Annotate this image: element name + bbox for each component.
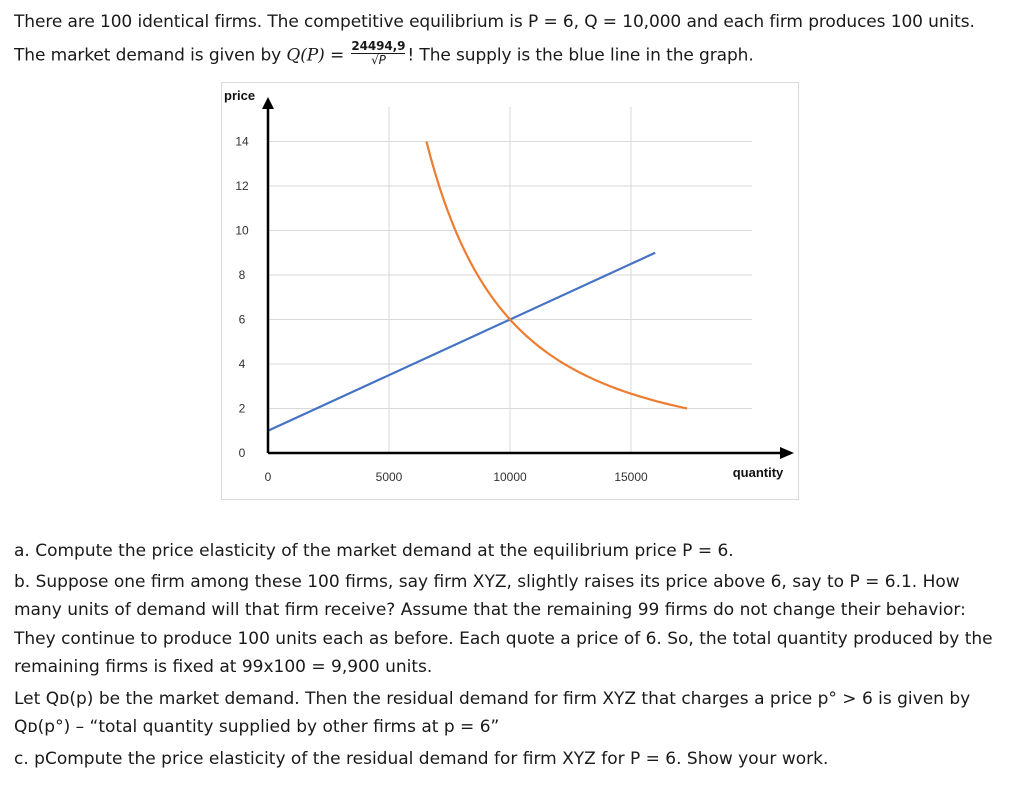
y-tick-label: 8 xyxy=(239,268,246,282)
y-tick-label: 6 xyxy=(239,313,246,327)
x-axis-label: quantity xyxy=(733,465,784,480)
supply-line xyxy=(267,251,656,432)
supply-demand-chart: 0 2 4 6 8 10 12 14 0 5000 10000 15000 price quantity xyxy=(221,82,799,500)
y-axis-label: price xyxy=(224,88,255,103)
y-tick-label: 0 xyxy=(239,446,246,460)
question-b-line-3: They continue to produce 100 units each … xyxy=(14,629,993,649)
y-tick-label: 10 xyxy=(235,224,249,238)
demand-curve xyxy=(425,141,688,410)
intro-line-2-suffix: ! The supply is the blue line in the gra… xyxy=(407,45,754,66)
y-tick-label: 14 xyxy=(235,135,249,149)
demand-formula: Q(P) = xyxy=(286,45,345,66)
question-b-line-2: many units of demand will that firm rece… xyxy=(14,600,966,620)
y-tick-label: 2 xyxy=(239,402,246,416)
y-tick-label: 12 xyxy=(235,179,249,193)
let-line-2: Qᴅ(p°) – “total quantity supplied by oth… xyxy=(14,717,500,737)
intro-line-2: The market demand is given by Q(P) = 244… xyxy=(14,40,754,69)
fraction-denominator: √P xyxy=(351,53,406,67)
x-tick-label: 0 xyxy=(265,470,272,484)
x-tick-label: 5000 xyxy=(376,470,403,484)
fraction-numerator: 24494,9 xyxy=(351,39,406,53)
x-tick-label: 10000 xyxy=(493,470,527,484)
question-c: c. pCompute the price elasticity of the … xyxy=(14,749,829,769)
demand-fraction: 24494,9 √P xyxy=(351,40,405,67)
intro-line-1: There are 100 identical firms. The compe… xyxy=(14,12,975,32)
y-axis-arrow xyxy=(262,97,274,109)
question-a: a. Compute the price elasticity of the m… xyxy=(14,541,734,561)
intro-line-2-prefix: The market demand is given by xyxy=(14,45,287,66)
y-tick-label: 4 xyxy=(239,357,246,371)
x-axis-arrow xyxy=(780,447,794,459)
x-tick-label: 15000 xyxy=(614,470,648,484)
question-b-line-1: b. Suppose one firm among these 100 firm… xyxy=(14,572,960,592)
question-b-line-4: remaining firms is fixed at 99x100 = 9,9… xyxy=(14,657,433,677)
let-line-1: Let Qᴅ(p) be the market demand. Then the… xyxy=(14,689,971,709)
chart-canvas: 0 2 4 6 8 10 12 14 0 5000 10000 15000 price quantity xyxy=(224,88,794,484)
